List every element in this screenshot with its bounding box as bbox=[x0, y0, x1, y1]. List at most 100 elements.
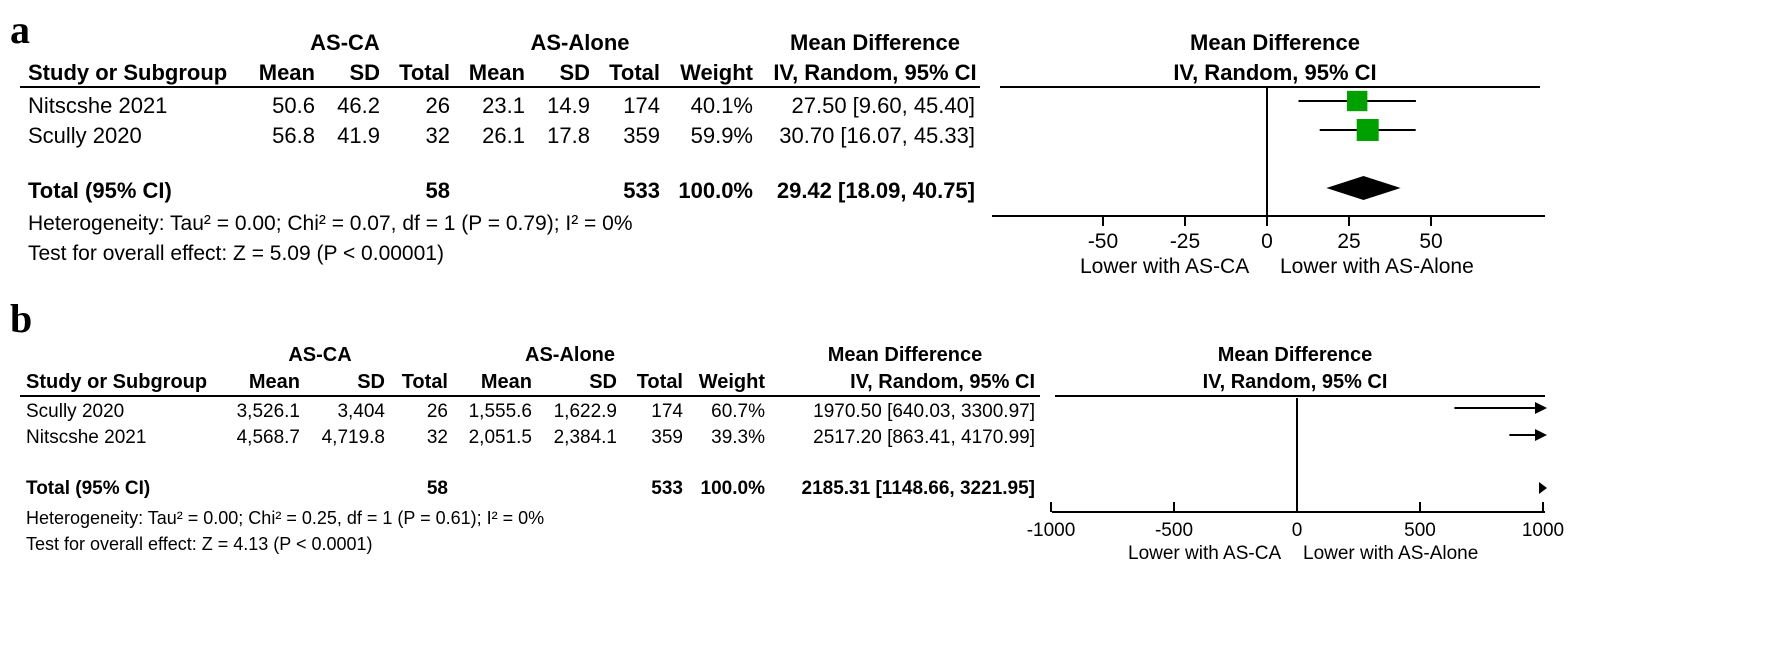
total-n1: 58 bbox=[425, 178, 450, 203]
x-tick-label: -1000 bbox=[1027, 520, 1076, 541]
col-header-mean1: Mean bbox=[248, 371, 300, 393]
panel-letter-b: b bbox=[10, 296, 33, 341]
col-header-mean1: Mean bbox=[258, 60, 315, 85]
total-n2: 533 bbox=[651, 478, 683, 499]
study-name: Scully 2020 bbox=[28, 123, 142, 148]
md-plot-header: Mean Difference bbox=[1190, 30, 1360, 55]
study-mean2: 26.1 bbox=[482, 123, 525, 148]
md-plot-header: Mean Difference bbox=[1217, 344, 1373, 366]
axis-right-label: Lower with AS-Alone bbox=[1303, 543, 1479, 564]
study-sd2: 17.8 bbox=[547, 123, 590, 148]
total-ci: 29.42 [18.09, 40.75] bbox=[776, 178, 975, 203]
x-tick-label: 0 bbox=[1261, 230, 1273, 253]
study-sd1: 41.9 bbox=[337, 123, 380, 148]
total-n1: 58 bbox=[426, 478, 448, 499]
header-divider-plot bbox=[1000, 86, 1540, 88]
panel-letter-a: a bbox=[10, 7, 30, 52]
col-header-study: Study or Subgroup bbox=[26, 371, 208, 393]
total-n2: 533 bbox=[623, 178, 660, 203]
x-tick-label: -50 bbox=[1088, 230, 1118, 253]
col-header-weight: Weight bbox=[698, 371, 765, 393]
group-header-exp: AS-CA bbox=[310, 30, 380, 55]
study-mean1: 3,526.1 bbox=[236, 401, 300, 422]
x-tick-label: 1000 bbox=[1522, 520, 1564, 541]
col-header-total1: Total bbox=[401, 371, 448, 393]
total-ci: 2185.31 [1148.66, 3221.95] bbox=[801, 478, 1035, 499]
study-ci: 2517.20 [863.41, 4170.99] bbox=[813, 427, 1035, 448]
overall-effect-text: Test for overall effect: Z = 5.09 (P < 0… bbox=[28, 242, 444, 265]
x-tick-label: 500 bbox=[1404, 520, 1436, 541]
study-ci: 30.70 [16.07, 45.33] bbox=[779, 123, 975, 148]
md-text-header: Mean Difference bbox=[827, 344, 983, 366]
x-tick-label: 25 bbox=[1337, 230, 1360, 253]
study-name: Nitscshe 2021 bbox=[28, 93, 168, 118]
ci-arrow bbox=[1535, 402, 1547, 414]
study-sd2: 2,384.1 bbox=[553, 427, 617, 448]
study-total1: 32 bbox=[425, 123, 450, 148]
group-header-ctl: AS-Alone bbox=[525, 344, 615, 366]
axis-left-label: Lower with AS-CA bbox=[1080, 255, 1250, 278]
col-header-ci-plot: IV, Random, 95% CI bbox=[1173, 60, 1377, 85]
pooled-diamond bbox=[1326, 176, 1401, 200]
overall-effect-text: Test for overall effect: Z = 4.13 (P < 0… bbox=[26, 534, 373, 554]
total-label: Total (95% CI) bbox=[28, 178, 172, 203]
col-header-ci: IV, Random, 95% CI bbox=[850, 371, 1035, 393]
header-divider bbox=[20, 395, 1040, 397]
col-header-sd1: SD bbox=[357, 371, 385, 393]
study-mean2: 2,051.5 bbox=[468, 427, 532, 448]
col-header-total2: Total bbox=[636, 371, 683, 393]
col-header-ci: IV, Random, 95% CI bbox=[773, 60, 977, 85]
study-sd2: 1,622.9 bbox=[553, 401, 617, 422]
study-weight: 40.1% bbox=[690, 93, 753, 118]
study-weight: 39.3% bbox=[711, 427, 765, 448]
study-weight: 59.9% bbox=[690, 123, 753, 148]
x-tick-label: 50 bbox=[1419, 230, 1442, 253]
study-total1: 26 bbox=[425, 93, 450, 118]
col-header-total1: Total bbox=[399, 60, 450, 85]
study-sd2: 14.9 bbox=[547, 93, 590, 118]
heterogeneity-text: Heterogeneity: Tau² = 0.00; Chi² = 0.25,… bbox=[26, 508, 545, 528]
study-mean1: 56.8 bbox=[272, 123, 315, 148]
study-name: Scully 2020 bbox=[26, 401, 125, 422]
study-total2: 359 bbox=[651, 427, 683, 448]
col-header-study: Study or Subgroup bbox=[28, 60, 228, 85]
study-mean1: 4,568.7 bbox=[236, 427, 300, 448]
header-divider bbox=[20, 86, 980, 88]
study-mean2: 23.1 bbox=[482, 93, 525, 118]
study-sd1: 4,719.8 bbox=[321, 427, 385, 448]
header-divider-plot bbox=[1055, 395, 1545, 397]
study-ci: 27.50 [9.60, 45.40] bbox=[791, 93, 976, 118]
total-label: Total (95% CI) bbox=[26, 478, 151, 499]
study-sd1: 46.2 bbox=[337, 93, 380, 118]
study-mean2: 1,555.6 bbox=[468, 401, 532, 422]
x-tick-label: -500 bbox=[1155, 520, 1193, 541]
axis-left-label: Lower with AS-CA bbox=[1128, 543, 1282, 564]
md-text-header: Mean Difference bbox=[790, 30, 960, 55]
group-header-exp: AS-CA bbox=[288, 344, 352, 366]
total-weight: 100.0% bbox=[700, 478, 765, 499]
study-total2: 174 bbox=[651, 401, 683, 422]
study-point-marker bbox=[1356, 119, 1379, 141]
col-header-sd2: SD bbox=[589, 371, 617, 393]
x-tick-label: -25 bbox=[1170, 230, 1200, 253]
pooled-diamond-arrow bbox=[1539, 482, 1547, 494]
study-sd1: 3,404 bbox=[337, 401, 385, 422]
col-header-ci-plot: IV, Random, 95% CI bbox=[1202, 371, 1388, 393]
study-total1: 32 bbox=[426, 427, 448, 448]
forest-plot-a: -50 -25 0 25 50 bbox=[992, 88, 1545, 253]
study-point-marker bbox=[1347, 90, 1368, 112]
study-total2: 174 bbox=[623, 93, 660, 118]
study-name: Nitscshe 2021 bbox=[26, 427, 147, 448]
x-tick-label: 0 bbox=[1292, 520, 1303, 541]
col-header-weight: Weight bbox=[680, 60, 753, 85]
ci-arrow bbox=[1535, 429, 1547, 441]
study-ci: 1970.50 [640.03, 3300.97] bbox=[813, 401, 1035, 422]
study-total1: 26 bbox=[426, 401, 448, 422]
col-header-total2: Total bbox=[609, 60, 660, 85]
group-header-ctl: AS-Alone bbox=[530, 30, 630, 55]
col-header-sd2: SD bbox=[559, 60, 590, 85]
study-total2: 359 bbox=[623, 123, 660, 148]
col-header-mean2: Mean bbox=[480, 371, 532, 393]
col-header-sd1: SD bbox=[349, 60, 380, 85]
